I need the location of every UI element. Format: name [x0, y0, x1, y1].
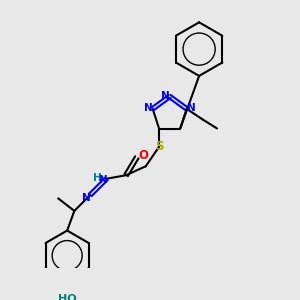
Text: H: H [93, 173, 102, 183]
Text: N: N [187, 103, 196, 113]
Text: O: O [138, 149, 148, 162]
Text: N: N [99, 175, 108, 185]
Text: HO: HO [58, 294, 76, 300]
Text: S: S [155, 140, 164, 153]
Text: N: N [144, 103, 153, 113]
Text: N: N [82, 193, 90, 202]
Text: N: N [161, 91, 170, 100]
